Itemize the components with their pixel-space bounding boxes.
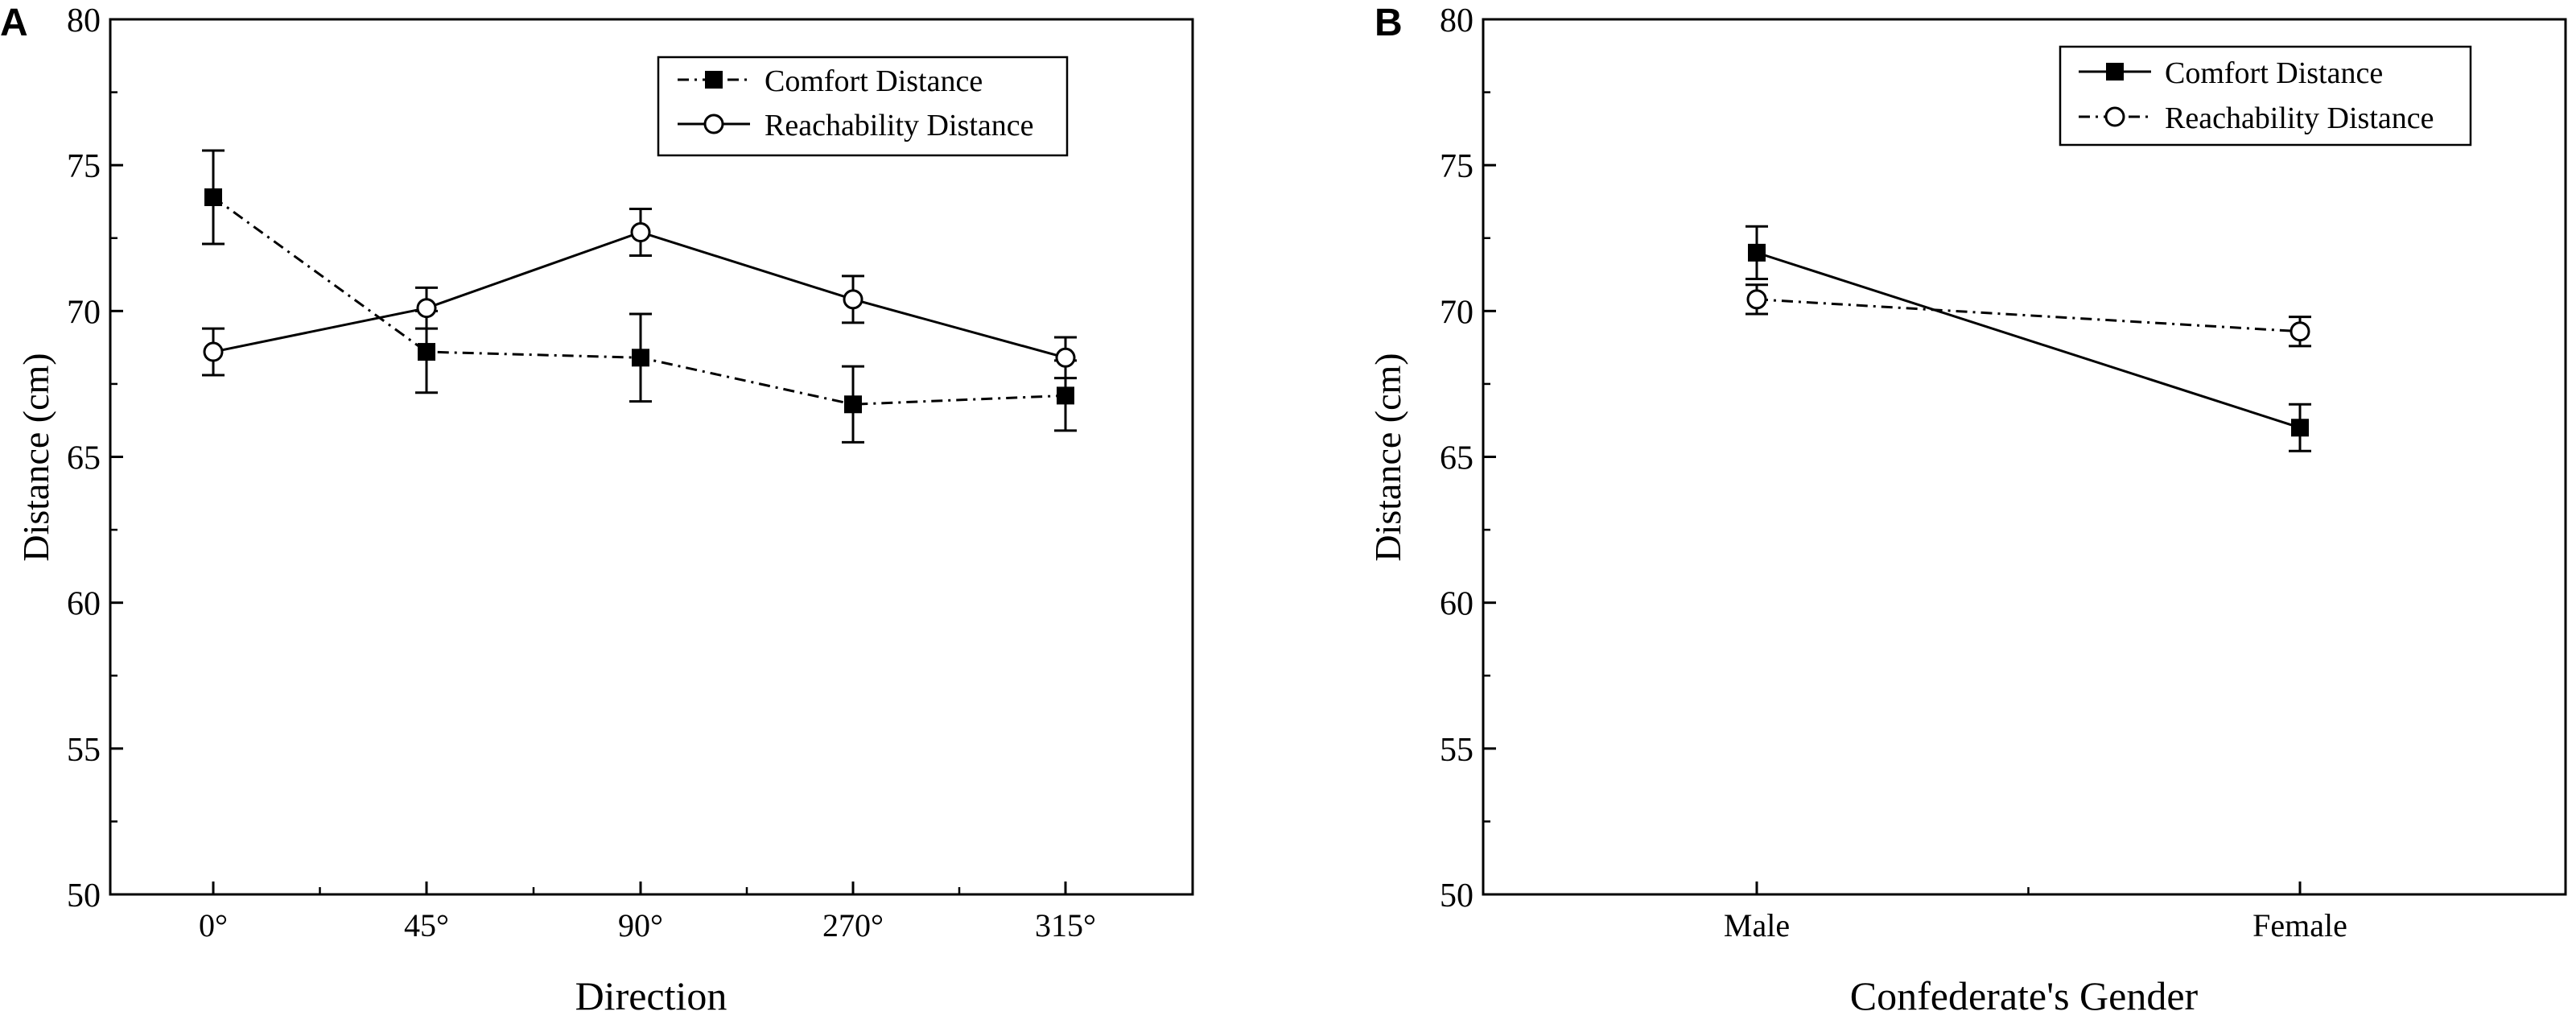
data-point bbox=[844, 395, 862, 414]
y-tick-label: 50 bbox=[1440, 877, 1473, 915]
legend-label-comfort: Comfort Distance bbox=[2165, 56, 2383, 90]
x-tick-label: Male bbox=[1724, 907, 1790, 943]
y-tick-label: 70 bbox=[1440, 294, 1473, 331]
y-axis: 50 55 60 65 70 75 80 bbox=[67, 2, 123, 915]
x-tick-label: 270° bbox=[822, 907, 884, 943]
y-tick-label: 70 bbox=[67, 294, 101, 331]
x-tick-label: 0° bbox=[199, 907, 228, 943]
data-point bbox=[1055, 347, 1076, 368]
data-point bbox=[416, 298, 437, 319]
y-tick-label: 80 bbox=[67, 2, 101, 39]
y-tick-label: 50 bbox=[67, 877, 101, 915]
data-point bbox=[1746, 289, 1767, 310]
y-axis-label: Distance (cm) bbox=[1367, 353, 1408, 561]
legend-label-comfort: Comfort Distance bbox=[765, 64, 983, 98]
legend-marker-comfort bbox=[705, 71, 723, 89]
data-point bbox=[1057, 386, 1074, 405]
x-tick-label: 315° bbox=[1035, 907, 1096, 943]
x-axis-label: Direction bbox=[575, 973, 727, 1018]
y-tick-label: 65 bbox=[67, 440, 101, 477]
legend: Comfort Distance Reachability Distance bbox=[657, 56, 1069, 157]
legend-marker-reachability bbox=[2104, 106, 2125, 127]
legend-label-reachability: Reachability Distance bbox=[2165, 101, 2434, 135]
chart-panel-a: A Distance (cm) Direction 50 55 60 65 70 75 80… bbox=[0, 2, 1194, 1018]
series-line bbox=[1756, 251, 2301, 429]
data-point bbox=[843, 289, 863, 310]
x-axis: 0° 45° 90° 270° 315° bbox=[199, 882, 1096, 943]
panel-label: A bbox=[0, 2, 28, 44]
y-axis-label: Distance (cm) bbox=[15, 353, 56, 561]
y-axis: 50 55 60 65 70 75 80 bbox=[1440, 2, 1496, 915]
legend: Comfort Distance Reachability Distance bbox=[2059, 45, 2472, 147]
data-point bbox=[418, 343, 435, 361]
y-tick-label: 55 bbox=[1440, 732, 1473, 769]
x-axis: Male Female bbox=[1724, 882, 2347, 943]
data-point bbox=[630, 222, 651, 243]
legend-marker-reachability bbox=[703, 114, 724, 134]
legend-box bbox=[657, 56, 1069, 157]
data-point bbox=[632, 349, 649, 367]
y-tick-label: 60 bbox=[1440, 586, 1473, 623]
y-tick-label: 75 bbox=[67, 148, 101, 185]
series-layer bbox=[1745, 225, 2311, 452]
legend-marker-comfort bbox=[2106, 63, 2124, 81]
y-tick-label: 65 bbox=[1440, 440, 1473, 477]
y-tick-label: 80 bbox=[1440, 2, 1473, 39]
series-line bbox=[1756, 298, 2301, 333]
series-layer bbox=[202, 149, 1077, 444]
panel-label: B bbox=[1375, 2, 1403, 44]
data-point bbox=[2290, 321, 2310, 342]
x-axis-label: Confederate's Gender bbox=[1850, 973, 2199, 1018]
x-tick-label: 90° bbox=[618, 907, 663, 943]
x-tick-label: 45° bbox=[404, 907, 449, 943]
y-tick-label: 60 bbox=[67, 586, 101, 623]
y-tick-label: 55 bbox=[67, 732, 101, 769]
chart-panel-b: B Distance (cm) Confederate's Gender 505… bbox=[1367, 2, 2567, 1018]
data-point bbox=[1748, 243, 1766, 262]
legend-label-reachability: Reachability Distance bbox=[765, 109, 1034, 142]
y-tick-label: 75 bbox=[1440, 148, 1473, 185]
data-point bbox=[2291, 419, 2309, 437]
data-point bbox=[204, 188, 222, 207]
legend-box bbox=[2059, 45, 2472, 147]
x-tick-label: Female bbox=[2252, 907, 2347, 943]
data-point bbox=[203, 341, 224, 362]
